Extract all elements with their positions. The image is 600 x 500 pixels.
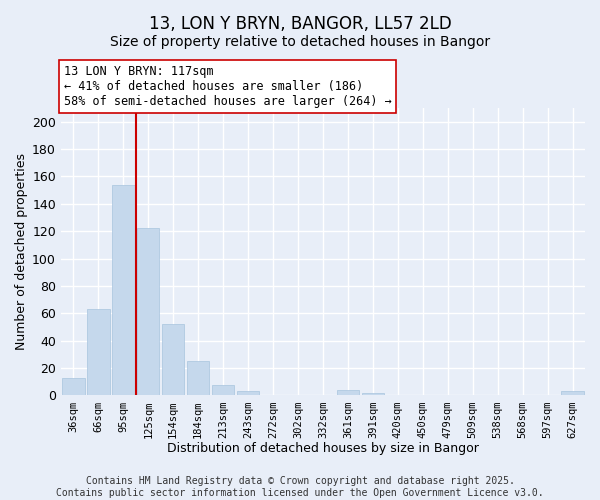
X-axis label: Distribution of detached houses by size in Bangor: Distribution of detached houses by size … xyxy=(167,442,479,455)
Bar xyxy=(337,390,359,396)
Bar xyxy=(112,184,134,396)
Bar xyxy=(137,228,160,396)
Bar xyxy=(561,392,584,396)
Y-axis label: Number of detached properties: Number of detached properties xyxy=(15,153,28,350)
Bar xyxy=(162,324,184,396)
Bar xyxy=(187,361,209,396)
Text: 13 LON Y BRYN: 117sqm
← 41% of detached houses are smaller (186)
58% of semi-det: 13 LON Y BRYN: 117sqm ← 41% of detached … xyxy=(64,65,391,108)
Bar xyxy=(212,384,235,396)
Text: Size of property relative to detached houses in Bangor: Size of property relative to detached ho… xyxy=(110,35,490,49)
Bar xyxy=(62,378,85,396)
Bar xyxy=(237,392,259,396)
Bar xyxy=(362,392,384,396)
Bar xyxy=(87,309,110,396)
Text: 13, LON Y BRYN, BANGOR, LL57 2LD: 13, LON Y BRYN, BANGOR, LL57 2LD xyxy=(149,15,451,33)
Text: Contains HM Land Registry data © Crown copyright and database right 2025.
Contai: Contains HM Land Registry data © Crown c… xyxy=(56,476,544,498)
